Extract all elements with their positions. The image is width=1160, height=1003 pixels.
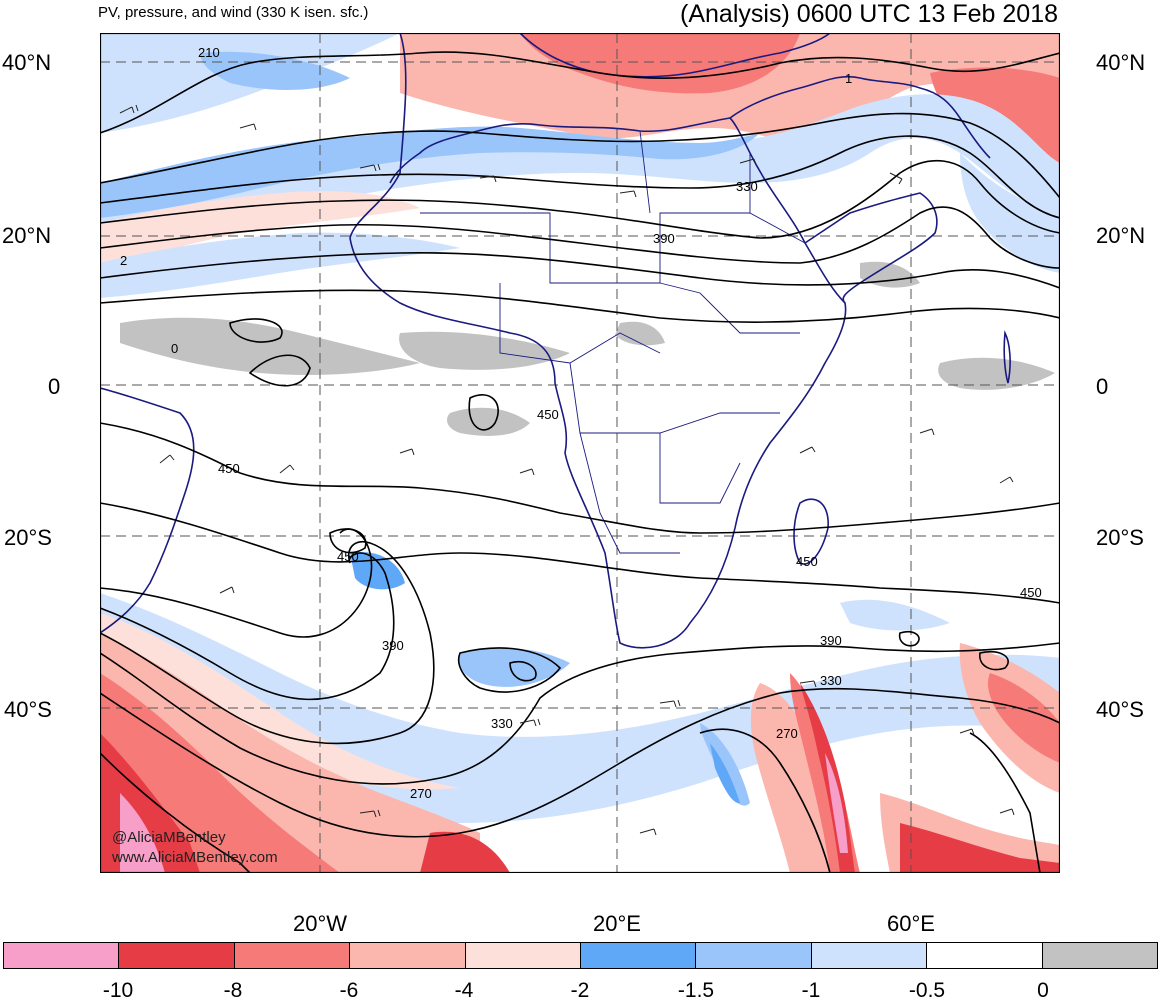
contour-label: 390 [382, 638, 404, 653]
colorbar-swatch-2 [234, 943, 351, 968]
colorbar-swatch-5 [581, 943, 697, 968]
colorbar-tick: -10 [102, 979, 134, 1002]
pv-shading-positive [120, 261, 1055, 436]
lon-label-60e: 60°E [887, 911, 935, 936]
map-frame [100, 33, 1060, 873]
contour-label: 330 [820, 673, 842, 688]
contour-label: 270 [410, 786, 432, 801]
credit-website: www.AliciaMBentley.com [112, 849, 278, 866]
lat-label-40s-right: 40°S [1096, 697, 1144, 722]
lat-label-20n-right: 20°N [1096, 223, 1146, 248]
contour-label: 1 [845, 71, 852, 86]
colorbar-swatch-4 [465, 943, 582, 968]
contour-label: 450 [537, 407, 559, 422]
contour-label: 450 [218, 461, 240, 476]
pv-shading-south [100, 552, 1060, 873]
colorbar-tick: -1.5 [677, 979, 715, 1002]
wind-barbs [119, 104, 1015, 836]
contour-label: 210 [198, 45, 220, 60]
colorbar-swatch-8 [927, 943, 1043, 968]
lat-label-eq-left: 0 [48, 374, 61, 399]
lat-label-40n-right: 40°N [1096, 50, 1146, 75]
contour-label: 450 [796, 554, 818, 569]
colorbar-swatch-9 [1042, 943, 1158, 968]
colorbar-tick: -8 [223, 979, 243, 1002]
contour-label: 2 [120, 253, 127, 268]
credit-handle: @AliciaMBentley [112, 829, 226, 846]
colorbar-swatch-7 [811, 943, 928, 968]
lat-label-20n-left: 20°N [2, 223, 52, 248]
lat-label-40n-left: 40°N [2, 50, 52, 75]
colorbar-tick: -0.5 [908, 979, 946, 1002]
contour-labels: 210 1 330 390 2 0 450 450 450 450 450 39… [120, 45, 1042, 801]
contour-label: 450 [337, 549, 359, 564]
map-subtitle: PV, pressure, and wind (330 K isen. sfc.… [98, 4, 369, 21]
colorbar-tick: -2 [570, 979, 590, 1002]
contour-label: 450 [1020, 585, 1042, 600]
contour-label: 270 [776, 726, 798, 741]
pressure-contours [100, 51, 1060, 873]
lat-label-eq-right: 0 [1096, 374, 1109, 399]
pv-map: 210 1 330 390 2 0 450 450 450 450 450 39… [100, 33, 1060, 873]
map-title: (Analysis) 0600 UTC 13 Feb 2018 [680, 0, 1058, 28]
pv-colorbar [3, 942, 1158, 969]
contour-label: 330 [736, 179, 758, 194]
lon-label-20e: 20°E [593, 911, 641, 936]
colorbar-tick: -1 [801, 979, 821, 1002]
colorbar-swatch-3 [350, 943, 466, 968]
colorbar-swatch-6 [696, 943, 812, 968]
colorbar-swatch-0 [4, 943, 120, 968]
colorbar-tick: 0 [1037, 979, 1049, 1002]
colorbar-tick: -6 [339, 979, 359, 1002]
contour-label: 390 [820, 633, 842, 648]
colorbar-swatch-1 [119, 943, 235, 968]
contour-label: 390 [653, 231, 675, 246]
colorbar-tick: -4 [454, 979, 474, 1002]
contour-label: 0 [171, 341, 178, 356]
lat-label-20s-right: 20°S [1096, 525, 1144, 550]
lat-label-20s-left: 20°S [4, 525, 52, 550]
lon-label-20w: 20°W [292, 911, 348, 936]
lat-label-40s-left: 40°S [4, 697, 52, 722]
contour-label: 330 [491, 716, 513, 731]
country-borders [420, 130, 806, 554]
